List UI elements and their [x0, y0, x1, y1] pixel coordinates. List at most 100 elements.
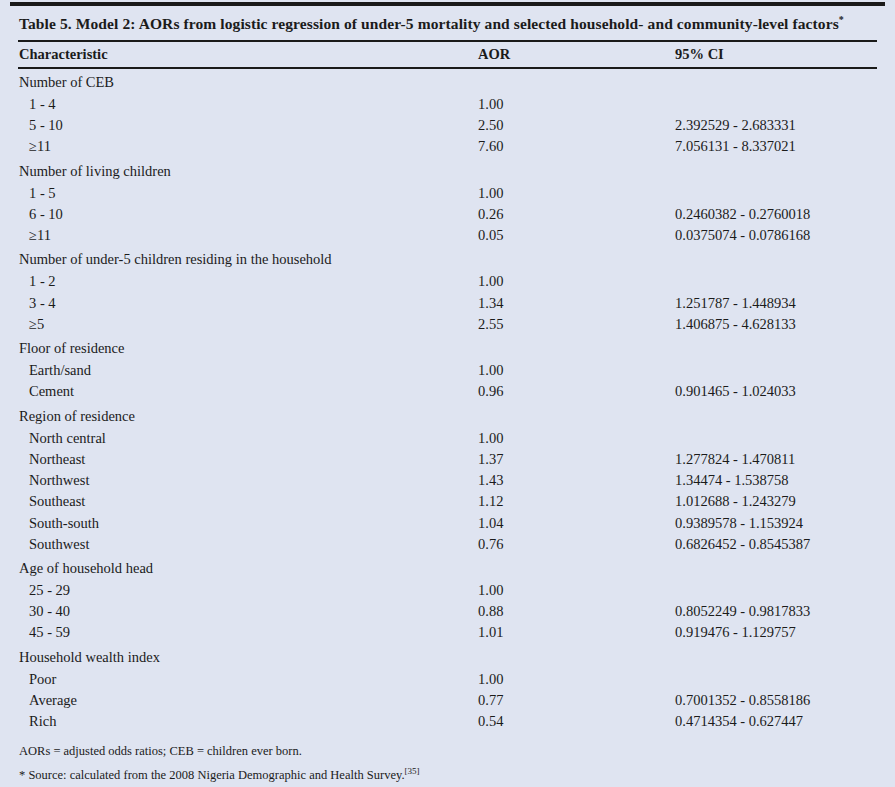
table-row: North central1.00: [18, 428, 877, 449]
footnotes: AORs = adjusted odds ratios; CEB = child…: [18, 741, 877, 785]
section-header-label: Number of CEB: [19, 74, 114, 91]
row-aor: 2.55: [478, 316, 675, 333]
table-title-asterisk: *: [839, 14, 844, 25]
row-aor: 1.34: [478, 295, 675, 312]
row-ci: 0.2460382 - 0.2760018: [675, 206, 877, 223]
column-header-row: Characteristic AOR 95% CI: [18, 42, 877, 67]
row-aor: 1.00: [478, 273, 675, 290]
row-label: 45 - 59: [18, 624, 478, 641]
table-row: Cement0.960.901465 - 1.024033: [18, 381, 877, 402]
table-row: 1 - 41.00: [18, 94, 877, 115]
row-aor: 1.01: [478, 624, 675, 641]
row-ci: 1.277824 - 1.470811: [675, 451, 877, 468]
row-ci: 0.0375074 - 0.0786168: [675, 227, 877, 244]
footnote-source-citation: [35]: [405, 766, 420, 776]
row-label: 6 - 10: [18, 206, 478, 223]
row-aor: 0.96: [478, 383, 675, 400]
row-ci: 0.919476 - 1.129757: [675, 624, 877, 641]
table-row: Earth/sand1.00: [18, 360, 877, 381]
row-aor: 0.05: [478, 227, 675, 244]
row-aor: 1.04: [478, 515, 675, 532]
row-label: 1 - 2: [18, 273, 478, 290]
row-label: 3 - 4: [18, 295, 478, 312]
row-aor: 1.00: [478, 671, 675, 688]
footnote-source: * Source: calculated from the 2008 Niger…: [19, 761, 877, 785]
table-row: 5 - 102.502.392529 - 2.683331: [18, 115, 877, 136]
row-aor: 0.76: [478, 536, 675, 553]
table-row: 45 - 591.010.919476 - 1.129757: [18, 622, 877, 643]
row-ci: 0.6826452 - 0.8545387: [675, 536, 877, 553]
row-aor: 1.00: [478, 430, 675, 447]
row-ci: 0.7001352 - 0.8558186: [675, 692, 877, 709]
row-label: Average: [18, 692, 478, 709]
row-ci: 1.251787 - 1.448934: [675, 295, 877, 312]
row-label: ≥11: [18, 138, 478, 155]
table-row: Northwest1.431.34474 - 1.538758: [18, 470, 877, 491]
row-label: North central: [18, 430, 478, 447]
table-row: 3 - 41.341.251787 - 1.448934: [18, 293, 877, 314]
section-header-row: Region of residence: [18, 402, 877, 427]
table-row: 1 - 51.00: [18, 183, 877, 204]
column-header-characteristic: Characteristic: [18, 46, 478, 63]
row-label: ≥11: [18, 227, 478, 244]
row-label: Southwest: [18, 536, 478, 553]
row-label: 5 - 10: [18, 117, 478, 134]
footnote-abbreviations: AORs = adjusted odds ratios; CEB = child…: [19, 741, 877, 761]
section-header-row: Age of household head: [18, 555, 877, 580]
row-ci: 1.406875 - 4.628133: [675, 316, 877, 333]
row-aor: 7.60: [478, 138, 675, 155]
row-ci: 0.8052249 - 0.9817833: [675, 603, 877, 620]
row-ci: 0.9389578 - 1.153924: [675, 515, 877, 532]
row-label: 1 - 5: [18, 185, 478, 202]
row-label: Rich: [18, 713, 478, 730]
table-row: 30 - 400.880.8052249 - 0.9817833: [18, 601, 877, 622]
section-header-label: Household wealth index: [19, 649, 160, 666]
row-aor: 2.50: [478, 117, 675, 134]
table-row: 25 - 291.00: [18, 580, 877, 601]
section-header-row: Household wealth index: [18, 644, 877, 669]
section-header-row: Number of under-5 children residing in t…: [18, 246, 877, 271]
section-header-label: Region of residence: [19, 408, 135, 425]
row-label: Poor: [18, 671, 478, 688]
section-header-row: Number of living children: [18, 157, 877, 182]
row-aor: 0.77: [478, 692, 675, 709]
row-label: 25 - 29: [18, 582, 478, 599]
row-ci: 1.34474 - 1.538758: [675, 472, 877, 489]
row-label: Southeast: [18, 493, 478, 510]
row-aor: 0.54: [478, 713, 675, 730]
row-ci: 0.4714354 - 0.627447: [675, 713, 877, 730]
row-label: Northeast: [18, 451, 478, 468]
section-header-row: Floor of residence: [18, 335, 877, 360]
row-aor: 1.00: [478, 582, 675, 599]
table-row: ≥110.050.0375074 - 0.0786168: [18, 225, 877, 246]
row-aor: 0.88: [478, 603, 675, 620]
section-header-label: Number of under-5 children residing in t…: [19, 251, 332, 268]
section-header-row: Number of CEB: [18, 69, 877, 94]
section-header-label: Floor of residence: [19, 340, 125, 357]
row-aor: 1.43: [478, 472, 675, 489]
row-label: Northwest: [18, 472, 478, 489]
row-ci: 0.901465 - 1.024033: [675, 383, 877, 400]
table-body: Number of CEB1 - 41.005 - 102.502.392529…: [18, 69, 877, 733]
row-ci: 7.056131 - 8.337021: [675, 138, 877, 155]
table-title-text: Table 5. Model 2: AORs from logistic reg…: [19, 15, 839, 32]
row-label: Earth/sand: [18, 362, 478, 379]
row-label: South-south: [18, 515, 478, 532]
table-row: Rich0.540.4714354 - 0.627447: [18, 711, 877, 732]
row-label: Cement: [18, 383, 478, 400]
table-row: Northeast1.371.277824 - 1.470811: [18, 449, 877, 470]
section-header-label: Age of household head: [19, 560, 153, 577]
table-row: ≥52.551.406875 - 4.628133: [18, 314, 877, 335]
row-label: ≥5: [18, 316, 478, 333]
table-title: Table 5. Model 2: AORs from logistic reg…: [18, 6, 877, 40]
table-row: Average0.770.7001352 - 0.8558186: [18, 690, 877, 711]
table-row: Southeast1.121.012688 - 1.243279: [18, 491, 877, 512]
column-header-aor: AOR: [478, 46, 675, 63]
table-row: South-south1.040.9389578 - 1.153924: [18, 512, 877, 533]
row-aor: 0.26: [478, 206, 675, 223]
section-header-label: Number of living children: [19, 163, 171, 180]
row-label: 1 - 4: [18, 96, 478, 113]
paper-table-card: Table 5. Model 2: AORs from logistic reg…: [0, 0, 895, 787]
row-aor: 1.00: [478, 185, 675, 202]
row-ci: 1.012688 - 1.243279: [675, 493, 877, 510]
